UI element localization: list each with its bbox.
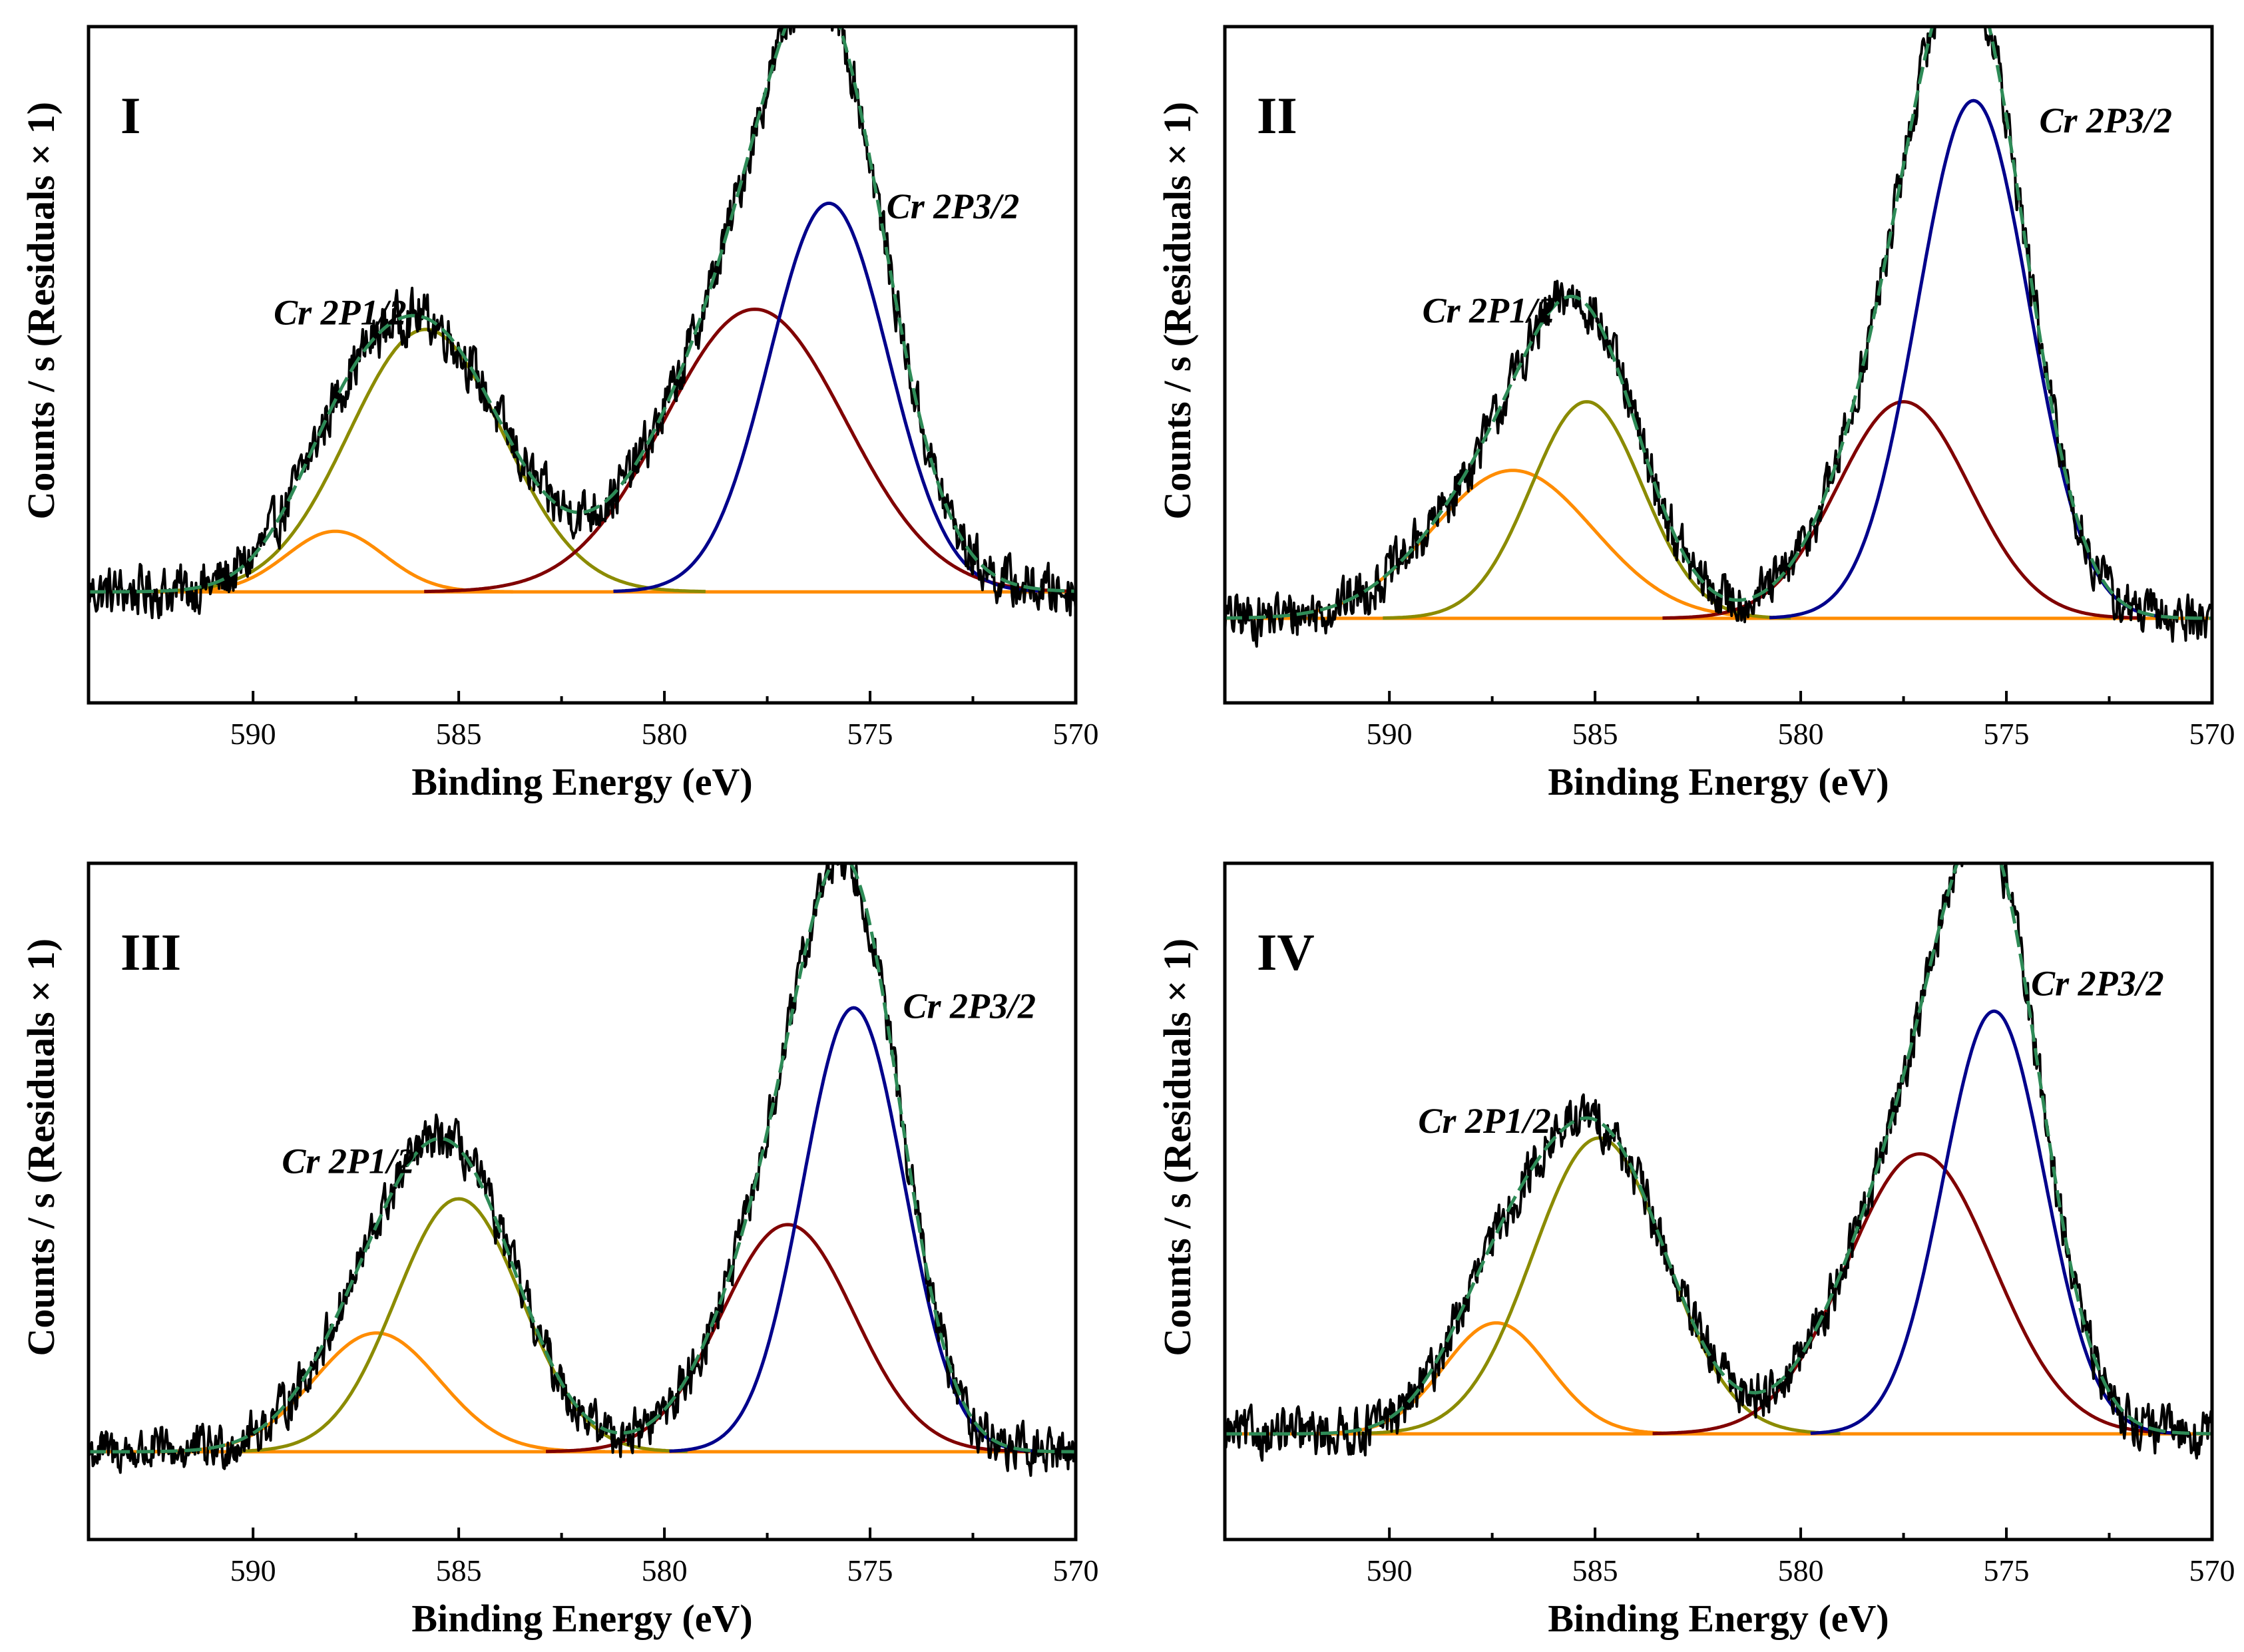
x-tick-label: 585: [1572, 717, 1618, 751]
x-tick-label: 575: [847, 1553, 893, 1587]
x-tick-label: 580: [1778, 1553, 1824, 1587]
plot-area: [89, 863, 1076, 1477]
y-axis-title: Counts / s (Residuals × 1): [19, 938, 63, 1356]
peak-annotation-2: Cr 2P3/2: [2039, 101, 2172, 140]
x-tick-label: 570: [1053, 717, 1099, 751]
x-axis-title: Binding Energy (eV): [411, 1597, 752, 1640]
axes-frame: [1223, 861, 2214, 1542]
panel-2: 590 585 580 575 570 Binding Energy (eV) Counts…: [1156, 25, 2235, 803]
x-tick-label: 575: [1984, 717, 2030, 751]
x-tick-label: 585: [436, 1553, 482, 1587]
x-tick-label: 570: [2189, 717, 2235, 751]
axes-frame: [87, 861, 1078, 1542]
peak-annotation-2: Cr 2P3/2: [2031, 963, 2164, 1003]
x-tick-label: 585: [1572, 1553, 1618, 1587]
panel-4: 590 585 580 575 570 Binding Energy (eV) Counts…: [1156, 861, 2235, 1640]
component-peak-3: [424, 308, 1076, 594]
panel-label: III: [120, 923, 181, 981]
peak-annotation-1: Cr 2P1/2: [1418, 1101, 1551, 1141]
envelope-fit-line: [1225, 863, 2212, 1436]
x-tick-label: 580: [642, 717, 688, 751]
y-axis-title: Counts / s (Residuals × 1): [1156, 938, 1199, 1356]
envelope-fit-line: [89, 27, 1076, 594]
x-axis-title: Binding Energy (eV): [1548, 760, 1889, 803]
x-tick-label: 585: [436, 717, 482, 751]
envelope-fit-line: [89, 863, 1076, 1454]
y-axis-title: Counts / s (Residuals × 1): [19, 102, 63, 520]
panel-label: IV: [1257, 923, 1315, 981]
component-peak-3: [546, 1223, 1030, 1454]
axes-frame: [87, 25, 1078, 705]
peak-annotation-1: Cr 2P1/2: [274, 292, 407, 332]
peak-annotation-1: Cr 2P1/2: [1423, 291, 1556, 331]
envelope-fit-line: [1225, 27, 2212, 620]
peak-annotation-2: Cr 2P3/2: [887, 186, 1020, 226]
x-axis-title: Binding Energy (eV): [411, 760, 752, 803]
plot-area: [1225, 863, 2212, 1462]
x-tick-label: 580: [1778, 717, 1824, 751]
raw-data-line: [89, 27, 1076, 620]
peak-annotation-2: Cr 2P3/2: [903, 986, 1036, 1026]
x-axis-title: Binding Energy (eV): [1548, 1597, 1889, 1640]
component-peak-4: [669, 1006, 1038, 1453]
x-tick-label: 570: [2189, 1553, 2235, 1587]
x-tick-label: 580: [642, 1553, 688, 1587]
plot-area: [1225, 27, 2212, 648]
x-tick-label: 590: [230, 717, 276, 751]
x-tick-label: 590: [1367, 1553, 1413, 1587]
axes-frame: [1223, 25, 2214, 705]
peak-annotation-1: Cr 2P1/2: [282, 1141, 415, 1181]
component-peak-2: [146, 327, 706, 594]
x-tick-label: 575: [1984, 1553, 2030, 1587]
x-tick-label: 590: [1367, 717, 1413, 751]
component-peak-1: [157, 529, 513, 594]
x-tick-label: 570: [1053, 1553, 1099, 1587]
plot-area: [89, 27, 1076, 620]
panel-label: II: [1257, 87, 1297, 144]
component-peak-2: [1383, 400, 1791, 620]
x-tick-label: 575: [847, 717, 893, 751]
panel-3: 590 585 580 575 570 Binding Energy (eV) Counts…: [19, 861, 1099, 1640]
component-peak-3: [1652, 1152, 2187, 1436]
y-axis-title: Counts / s (Residuals × 1): [1156, 102, 1199, 520]
panel-1: 590 585 580 575 570 Binding Energy (eV) Counts…: [19, 25, 1099, 803]
panel-label: I: [120, 87, 140, 144]
x-tick-label: 590: [230, 1553, 276, 1587]
